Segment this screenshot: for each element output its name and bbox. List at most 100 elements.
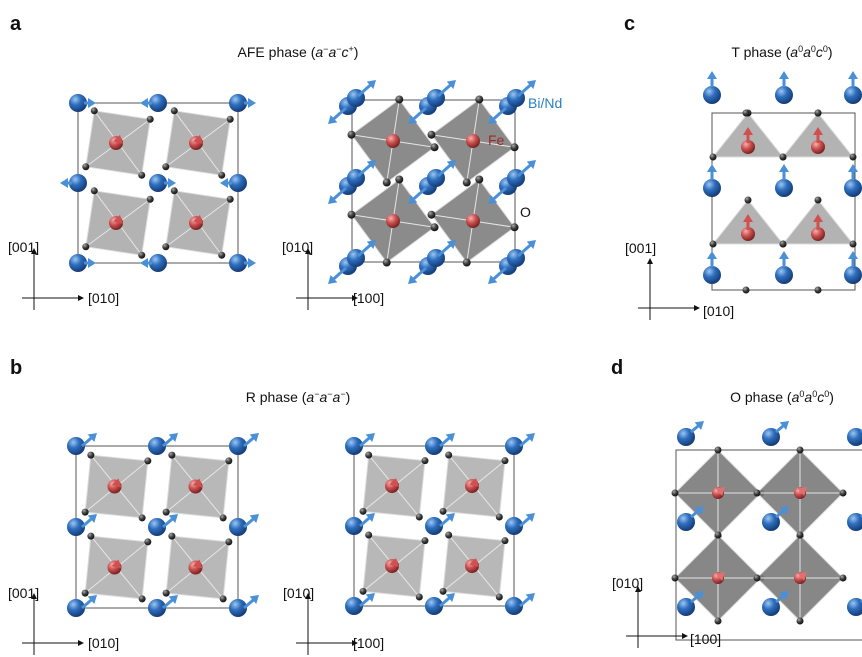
panel-title: R phase (a−a−a−) — [246, 389, 351, 405]
arrow — [848, 164, 858, 180]
atom — [847, 428, 862, 446]
title-text: ) — [829, 389, 834, 405]
atom — [147, 116, 154, 123]
atom — [775, 86, 793, 104]
arrow — [488, 108, 506, 124]
atom — [416, 513, 423, 520]
atom — [743, 110, 750, 117]
panel-title: O phase (a0a0c0) — [730, 389, 834, 405]
atom — [797, 447, 804, 454]
atom — [743, 287, 750, 294]
atom — [501, 537, 508, 544]
atom — [386, 134, 400, 148]
atom — [162, 163, 169, 170]
atom — [850, 154, 857, 161]
arrow — [408, 108, 426, 124]
atom — [715, 618, 722, 625]
arrow — [360, 593, 375, 606]
arrow — [360, 513, 375, 526]
atom — [383, 179, 391, 187]
arrow — [328, 108, 346, 124]
axis-head — [682, 633, 688, 639]
atom — [466, 214, 480, 228]
axis-label: [010] — [612, 575, 643, 591]
arrow-head — [220, 178, 228, 188]
atom — [163, 590, 170, 597]
atom — [82, 243, 89, 250]
atom — [797, 618, 804, 625]
arrow-head — [88, 98, 96, 108]
arrow — [358, 240, 376, 256]
axis-label: [001] — [625, 240, 656, 256]
atom — [139, 514, 146, 521]
atom — [220, 595, 227, 602]
axis-label: [010] — [283, 585, 314, 601]
arrow — [358, 80, 376, 96]
atom — [220, 514, 227, 521]
arrow-head — [248, 98, 256, 108]
title-text: ) — [354, 44, 359, 60]
structures — [22, 71, 862, 655]
arrow-head — [140, 98, 148, 108]
panel-label: b — [10, 357, 22, 379]
atom — [511, 143, 519, 151]
arrow — [438, 80, 456, 96]
title-text: AFE phase ( — [238, 44, 316, 60]
atom — [710, 154, 717, 161]
axis-label: [100] — [353, 290, 384, 306]
atom — [797, 532, 804, 539]
atom — [475, 175, 483, 183]
arrow-head — [848, 164, 858, 172]
arrow — [707, 251, 717, 267]
arrow — [520, 593, 535, 606]
atom — [347, 211, 355, 219]
figure: aAFE phase (a−a−c+)[001][010][010][100]b… — [0, 0, 862, 657]
atom — [168, 533, 175, 540]
atom — [463, 179, 471, 187]
atom — [91, 187, 98, 194]
atom — [745, 197, 752, 204]
atom — [844, 86, 862, 104]
atom — [496, 593, 503, 600]
arrow — [408, 268, 426, 284]
atom — [475, 95, 483, 103]
atom — [218, 172, 225, 179]
arrow — [328, 268, 346, 284]
arrow — [848, 251, 858, 267]
arrow — [244, 433, 259, 446]
title-symbol: c — [817, 389, 824, 405]
panel-label: c — [624, 13, 635, 35]
species-label: Fe — [488, 132, 505, 148]
axis-label: [001] — [8, 239, 39, 255]
atom — [225, 457, 232, 464]
atom — [138, 252, 145, 259]
axis-label: [010] — [88, 635, 119, 651]
atom — [427, 211, 435, 219]
atom — [844, 266, 862, 284]
arrow — [691, 421, 704, 432]
title-text: ) — [346, 389, 351, 405]
arrow — [776, 421, 789, 432]
atom — [703, 179, 721, 197]
atom — [815, 110, 822, 117]
atom — [227, 116, 234, 123]
arrow-head — [60, 178, 68, 188]
arrow — [779, 71, 789, 87]
arrow — [438, 160, 456, 176]
atom — [511, 223, 519, 231]
arrow — [518, 240, 536, 256]
atom — [703, 86, 721, 104]
arrow-head — [707, 251, 717, 259]
atom — [431, 143, 439, 151]
atom — [754, 490, 761, 497]
atom — [815, 287, 822, 294]
atom — [395, 95, 403, 103]
atom — [715, 532, 722, 539]
panel-title: AFE phase (a−a−c+) — [238, 44, 359, 60]
atom — [82, 509, 89, 516]
atom — [775, 266, 793, 284]
atom — [383, 259, 391, 267]
atom — [171, 107, 178, 114]
arrow — [82, 514, 97, 527]
arrow — [707, 71, 717, 87]
